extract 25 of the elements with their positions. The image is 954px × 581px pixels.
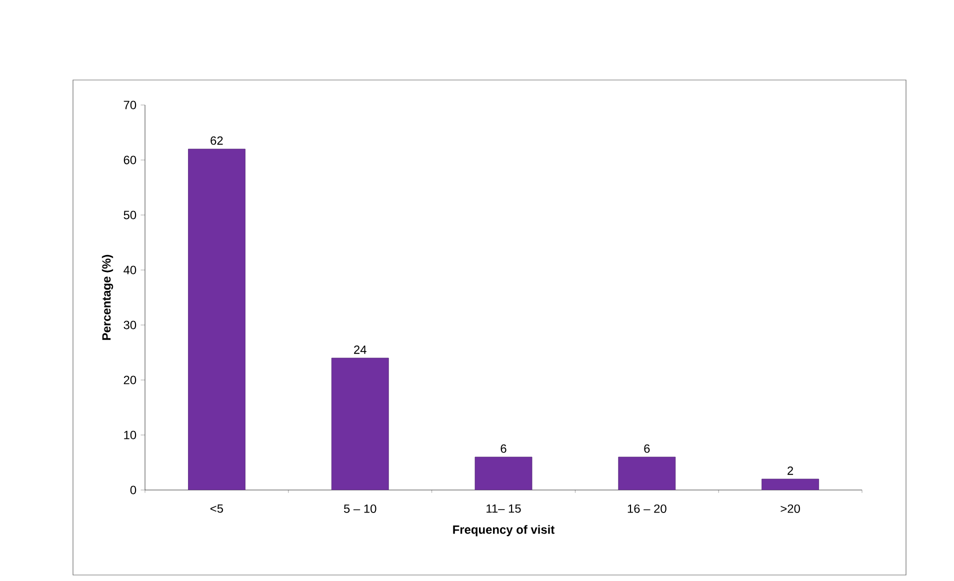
x-axis-title: Frequency of visit [453,525,554,536]
data-label: 62 [210,136,223,145]
y-tick-label: 20 [124,376,136,384]
bar [331,358,389,490]
y-tick-label: 50 [124,210,136,220]
data-label: 2 [788,466,794,475]
bar [474,456,532,490]
x-tick-label: 11– 15 [486,504,521,513]
x-tick-label: 5 – 10 [344,504,376,513]
x-tick-label: 16 – 20 [628,504,666,513]
data-label: 6 [644,444,650,453]
x-tick-label: >20 [780,504,800,513]
y-tick-label: 30 [124,320,136,330]
y-tick-label: 60 [124,156,136,164]
y-tick-label: 10 [124,430,136,440]
y-tick-label: 40 [124,266,136,274]
bar [762,478,820,490]
y-axis-title: Percentage (%) [102,254,114,340]
data-label: 6 [500,444,506,453]
y-tick-label: 0 [130,486,136,494]
y-tick-label: 70 [124,100,136,110]
bar [188,148,246,490]
data-label: 24 [354,345,366,354]
bar [618,456,676,490]
x-tick-label: <5 [210,504,224,513]
